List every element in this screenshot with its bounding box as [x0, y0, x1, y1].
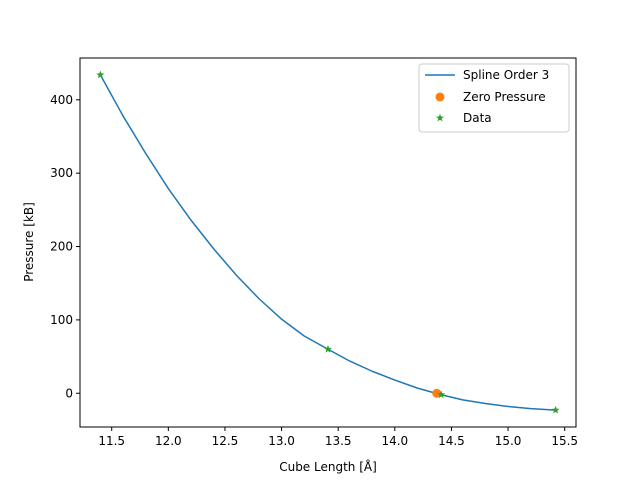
- x-tick-label: 15.5: [551, 434, 578, 448]
- y-axis-ticks: 0 100 200 300 400: [50, 93, 80, 400]
- x-tick-label: 13.5: [325, 434, 352, 448]
- x-axis-ticks: 11.5 12.0 12.5 13.0 13.5 14.0 14.5 15.0 15.5: [98, 427, 578, 448]
- y-tick-label: 300: [50, 166, 73, 180]
- y-tick-label: 100: [50, 313, 73, 327]
- y-axis-label: Pressure [kB]: [22, 202, 36, 282]
- x-tick-label: 12.5: [212, 434, 239, 448]
- y-tick-label: 200: [50, 240, 73, 254]
- y-tick-label: 0: [65, 386, 73, 400]
- y-tick-label: 400: [50, 93, 73, 107]
- legend-data-swatch: [436, 113, 444, 122]
- legend-data-label: Data: [463, 111, 492, 125]
- legend-zero-pressure-label: Zero Pressure: [463, 90, 546, 104]
- legend-zero-pressure-swatch: [435, 92, 445, 102]
- plot-frame: [79, 57, 577, 428]
- x-tick-label: 11.5: [98, 434, 125, 448]
- x-tick-label: 14.5: [438, 434, 465, 448]
- zero-pressure-point: [432, 388, 442, 398]
- legend-box: [418, 63, 570, 133]
- x-axis-label: Cube Length [Å]: [279, 459, 377, 474]
- data-star-point: [437, 390, 446, 399]
- x-tick-label: 15.0: [495, 434, 522, 448]
- legend: Spline Order 3 Zero Pressure Data: [418, 63, 570, 133]
- data-star-point: [551, 405, 560, 414]
- legend-spline-label: Spline Order 3: [463, 68, 549, 82]
- data-star-point: [324, 345, 332, 353]
- series-layer: [96, 70, 560, 414]
- x-tick-label: 14.0: [381, 434, 408, 448]
- x-tick-label: 13.0: [268, 434, 295, 448]
- data-star-point: [96, 70, 105, 79]
- x-tick-label: 12.0: [155, 434, 182, 448]
